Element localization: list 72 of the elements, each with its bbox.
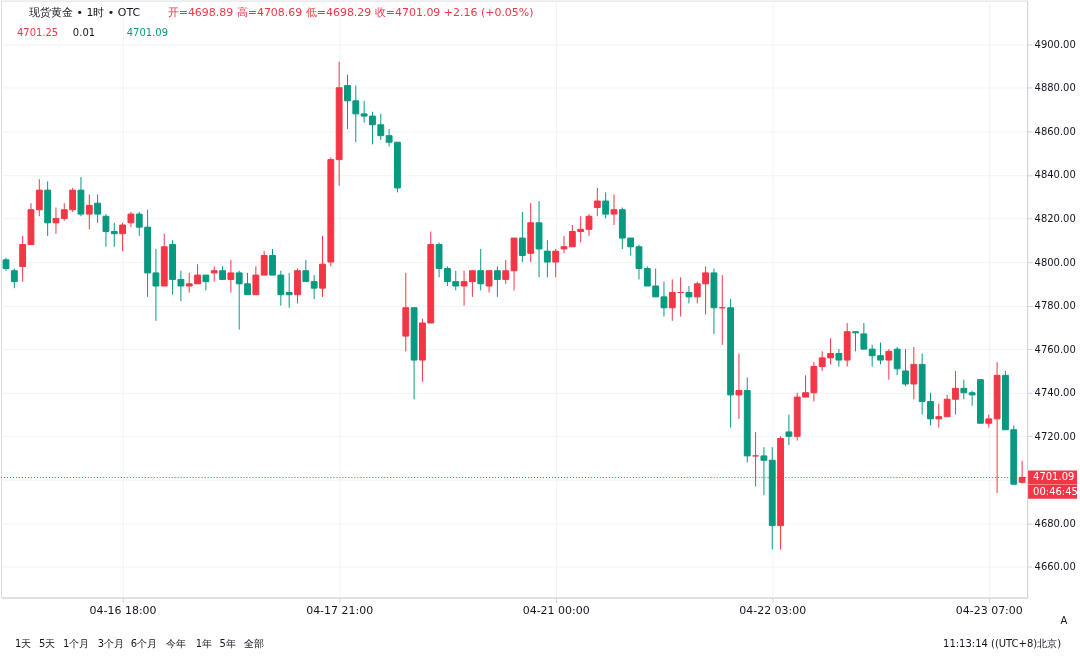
candlestick	[227, 259, 235, 294]
text: A	[1060, 615, 1068, 627]
candlestick	[85, 193, 93, 230]
text: 6个月	[130, 638, 158, 650]
text: 3个月	[97, 638, 125, 650]
y-tick-label: 4880.00	[1034, 82, 1076, 94]
x-tick-label: 04-21 00:00	[522, 603, 590, 617]
x-tick-label: 04-22 03:00	[739, 603, 807, 617]
annotation: 4701.25	[16, 26, 59, 38]
y-tick-label: 4800.00	[1034, 256, 1076, 268]
candlestick	[485, 270, 493, 294]
candlestick	[302, 259, 310, 283]
chart-title: 现货黄金 • 1时 • OTC	[28, 5, 141, 19]
y-tick-label: 4900.00	[1034, 38, 1076, 50]
y-tick-label: 4680.00	[1034, 517, 1076, 529]
annotation: 0.01	[72, 26, 96, 38]
y-tick-label: 4720.00	[1034, 430, 1076, 442]
text: 5天	[38, 638, 56, 650]
candlestick	[119, 222, 127, 252]
y-tick-label: 4820.00	[1034, 212, 1076, 224]
candlestick	[935, 403, 943, 429]
candlestick	[735, 353, 743, 420]
candlestick	[593, 187, 601, 217]
candlestick	[860, 322, 868, 350]
y-tick-label: 4780.00	[1034, 300, 1076, 312]
candlestick	[852, 331, 859, 352]
candlestick	[202, 274, 210, 291]
ref-line-label: 4701.09	[1033, 471, 1075, 483]
candlestick	[319, 235, 326, 298]
x-tick-label: 04-16 18:00	[89, 603, 157, 617]
x-tick-label: 04-23 07:00	[955, 603, 1023, 617]
annotation: 4701.09	[126, 26, 168, 38]
candlestick	[835, 348, 843, 368]
x-tick-label: 04-17 21:00	[306, 603, 374, 617]
candlestick	[260, 250, 268, 276]
text: 今年	[165, 638, 186, 650]
candlestick	[477, 248, 485, 291]
candlestick	[77, 176, 85, 217]
text: 1年	[195, 638, 212, 650]
candlestick	[885, 348, 893, 381]
candlestick	[94, 193, 102, 224]
chart-subtitle: 开=4698.89 高=4708.69 低=4698.29 收=4701.09 +2.16 (+0.05%)	[167, 5, 534, 19]
text: 全部	[243, 638, 264, 650]
y-tick-label: 4740.00	[1034, 387, 1076, 399]
text: 5年	[219, 638, 236, 650]
text: 1个月	[62, 638, 90, 650]
candlestick	[785, 414, 793, 446]
candlestick	[893, 346, 901, 376]
candlestick	[610, 193, 618, 226]
candlestick	[760, 446, 768, 496]
candlestick	[902, 348, 909, 387]
y-tick-label: 4660.00	[1034, 561, 1076, 573]
y-tick-label: 4860.00	[1034, 125, 1076, 137]
y-tick-label: 4760.00	[1034, 343, 1076, 355]
candlestick	[552, 248, 560, 278]
candlestick	[10, 268, 18, 289]
candlestick	[285, 272, 293, 309]
candlestick	[310, 274, 318, 300]
candlestick	[602, 191, 610, 219]
text: 11:13:14 ((UTC+8)北京)	[943, 638, 1062, 650]
y-tick-label: 4840.00	[1034, 169, 1076, 181]
candlestick	[960, 379, 968, 400]
candlestick	[668, 278, 676, 322]
candlestick	[493, 265, 501, 298]
candlestick	[294, 268, 301, 304]
candlestick	[543, 239, 551, 278]
candlestick	[685, 285, 693, 304]
candlestick	[518, 211, 526, 263]
candlestick	[252, 265, 260, 296]
candlestick	[910, 346, 918, 400]
text: 1天	[14, 638, 32, 650]
text: 00:46:45	[1033, 485, 1078, 497]
